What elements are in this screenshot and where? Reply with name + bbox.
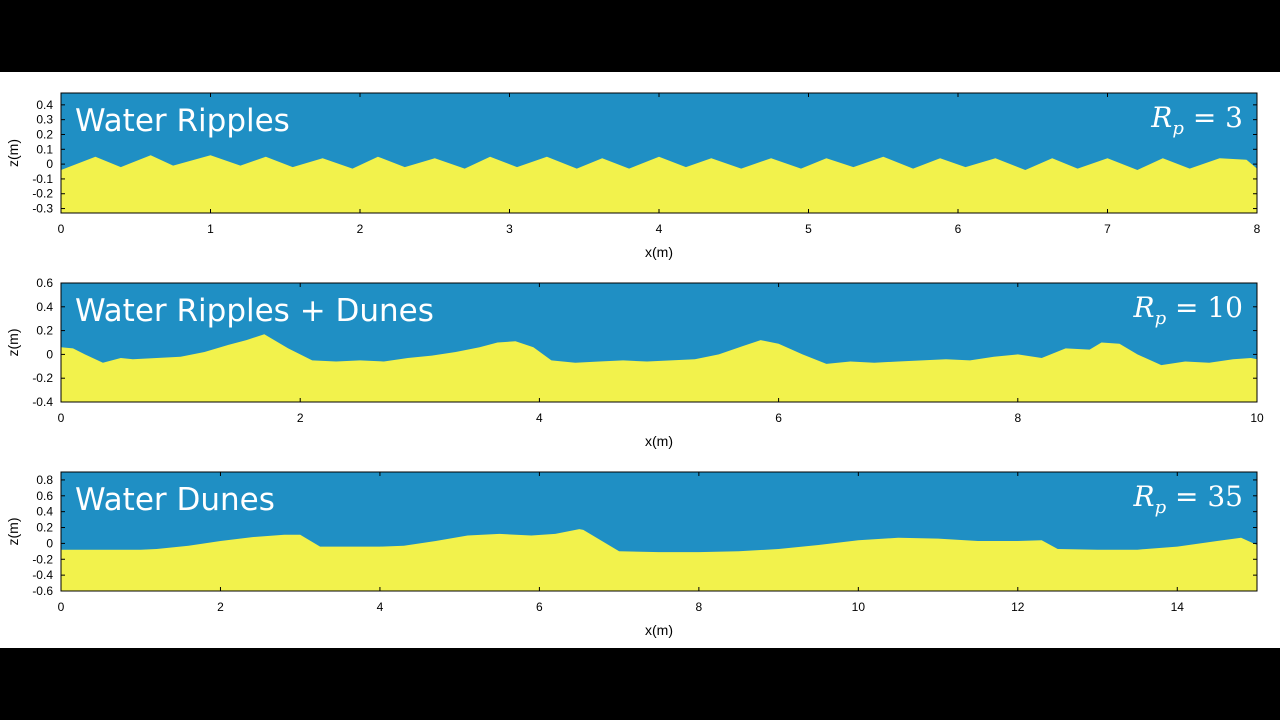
x-tick-label: 6 (775, 411, 782, 425)
x-tick-label: 0 (58, 411, 65, 425)
y-tick-label: -0.1 (32, 172, 53, 186)
y-tick-label: 0.8 (36, 473, 53, 487)
y-tick-label: 0.2 (36, 521, 53, 535)
x-tick-label: 8 (1014, 411, 1021, 425)
y-tick-label: -0.4 (32, 395, 53, 409)
y-tick-label: 0.4 (36, 505, 53, 519)
panel-title: Water Ripples + Dunes (75, 293, 434, 329)
chart-panels: 0 1 2 3 4 5 6 7 8-0.3-0.2-0.100.10.20.30.4x(m)z(… (5, 92, 1264, 638)
axes-frame (60, 282, 1258, 403)
panel-title: Water Ripples (75, 103, 290, 139)
y-tick-label: 0.6 (36, 489, 53, 503)
x-tick-label: 7 (1104, 222, 1111, 236)
x-tick-label: 10 (852, 600, 866, 614)
x-tick-label: 5 (805, 222, 812, 236)
y-axis-label: z(m) (5, 518, 21, 546)
x-tick-label: 3 (506, 222, 513, 236)
rp-annotation: Rp = 3 (1150, 101, 1243, 139)
x-tick-label: 2 (297, 411, 304, 425)
chart-panel-3: 0 2 4 6 8 10 12 14-0.6-0.4-0.200.20.40.60.8x(m)… (5, 471, 1258, 638)
x-tick-label: 14 (1171, 600, 1185, 614)
panel-title: Water Dunes (75, 482, 275, 518)
letterbox-top (0, 0, 1280, 72)
x-tick-label: 0 (58, 222, 65, 236)
y-tick-label: 0.3 (36, 113, 53, 127)
y-tick-label: 0.2 (36, 127, 53, 141)
x-tick-label: 2 (217, 600, 224, 614)
y-tick-label: 0.6 (36, 276, 53, 290)
x-axis-label: x(m) (645, 244, 673, 260)
x-tick-label: 6 (955, 222, 962, 236)
rp-annotation: Rp = 10 (1132, 291, 1243, 329)
y-tick-label: 0.2 (36, 324, 53, 338)
x-tick-label: 2 (357, 222, 364, 236)
x-tick-label: 6 (536, 600, 543, 614)
y-tick-label: -0.3 (32, 202, 53, 216)
y-tick-label: -0.4 (32, 568, 53, 582)
y-tick-label: -0.6 (32, 584, 53, 598)
rp-annotation: Rp = 35 (1132, 480, 1243, 518)
chart-panel-1: 0 1 2 3 4 5 6 7 8-0.3-0.2-0.100.10.20.30.4x(m)z(… (5, 92, 1261, 260)
y-tick-label: 0.4 (36, 300, 53, 314)
letterbox-bottom (0, 648, 1280, 720)
y-tick-label: 0 (46, 157, 53, 171)
x-tick-label: 10 (1250, 411, 1264, 425)
x-tick-label: 1 (207, 222, 214, 236)
y-tick-label: 0.1 (36, 142, 53, 156)
sand-bed-series (61, 529, 1257, 591)
y-axis-label: z(m) (5, 139, 21, 167)
y-tick-label: -0.2 (32, 552, 53, 566)
sand-bed-series (61, 334, 1257, 402)
y-tick-label: 0 (46, 347, 53, 361)
x-axis-label: x(m) (645, 622, 673, 638)
x-tick-label: 12 (1011, 600, 1025, 614)
y-tick-label: 0 (46, 536, 53, 550)
x-tick-label: 4 (656, 222, 663, 236)
x-tick-label: 8 (1254, 222, 1261, 236)
axes-frame (60, 471, 1258, 592)
y-tick-label: -0.2 (32, 187, 53, 201)
y-tick-label: 0.4 (36, 98, 53, 112)
x-axis-label: x(m) (645, 433, 673, 449)
x-tick-label: 0 (58, 600, 65, 614)
sand-bed-series (61, 155, 1257, 213)
y-axis-label: z(m) (5, 329, 21, 357)
x-tick-label: 4 (536, 411, 543, 425)
chart-panel-2: 0 2 4 6 8 10 -0.4 -0.2 0 0.2 0.4 0.6 x(m) z(m) Water R… (5, 276, 1264, 449)
x-tick-label: 8 (696, 600, 703, 614)
x-tick-label: 4 (377, 600, 384, 614)
y-tick-label: -0.2 (32, 371, 53, 385)
